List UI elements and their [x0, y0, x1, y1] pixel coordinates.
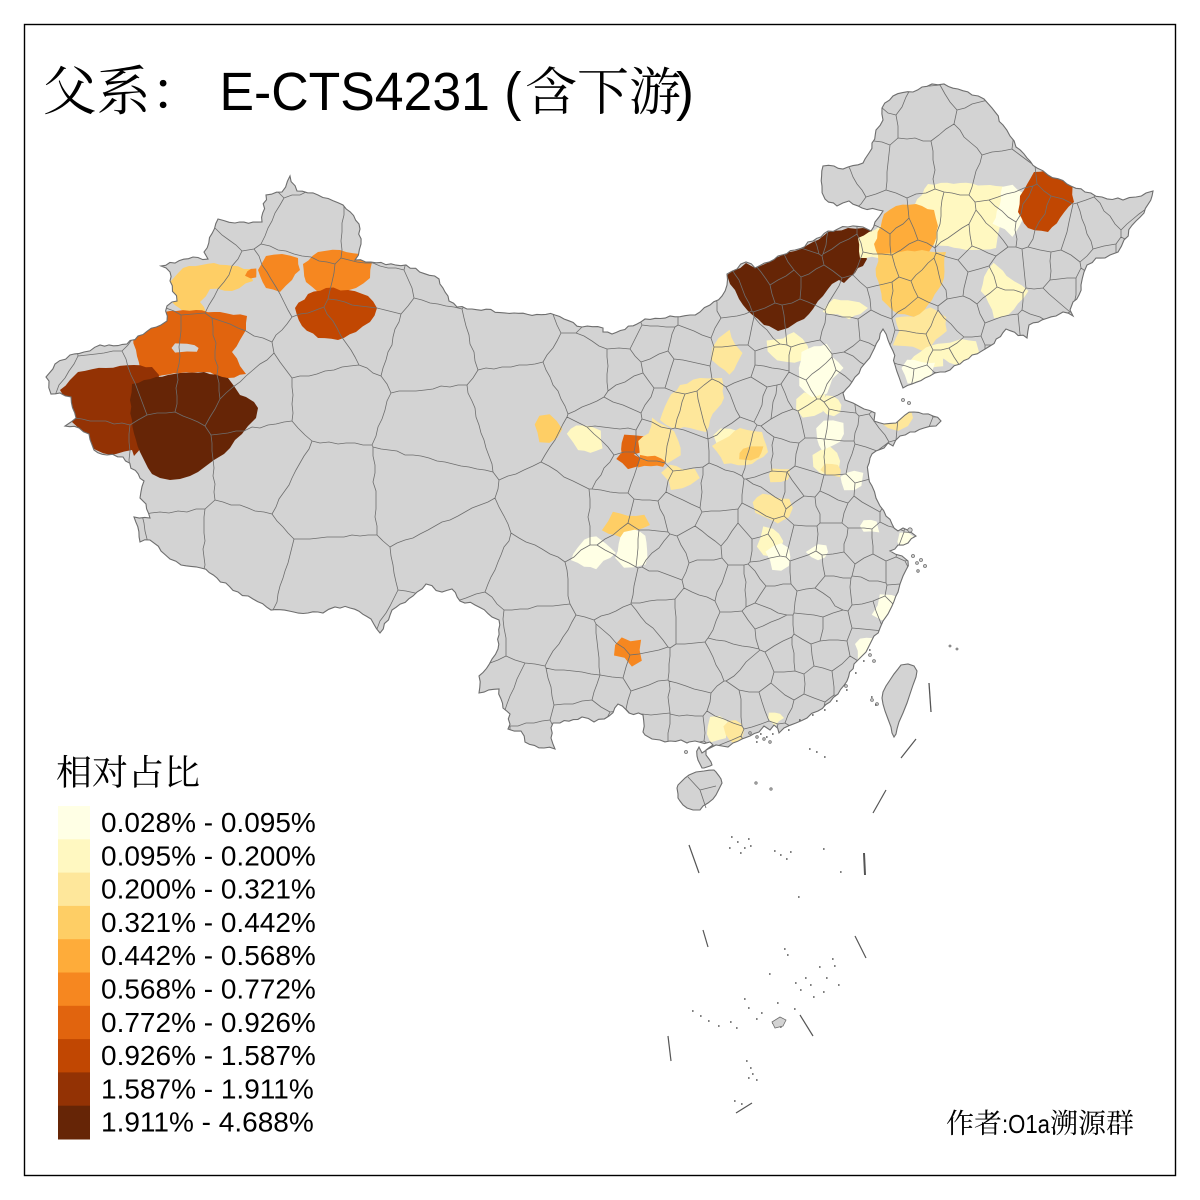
svg-text:E-CTS4231 (: E-CTS4231 ( [220, 62, 522, 122]
svg-text:0.442% - 0.568%: 0.442% - 0.568% [101, 940, 316, 971]
svg-text::O1a: :O1a [1002, 1109, 1050, 1139]
svg-text:0.926% - 1.587%: 0.926% - 1.587% [101, 1040, 316, 1071]
svg-text:0.028% - 0.095%: 0.028% - 0.095% [101, 807, 316, 838]
svg-text:1.587% - 1.911%: 1.587% - 1.911% [101, 1073, 314, 1104]
svg-text:0.095% - 0.200%: 0.095% - 0.200% [101, 840, 316, 871]
svg-text:0.321% - 0.442%: 0.321% - 0.442% [101, 907, 316, 938]
svg-text:): ) [676, 62, 694, 122]
svg-text:1.911% - 4.688%: 1.911% - 4.688% [101, 1107, 314, 1138]
svg-text:0.200% - 0.321%: 0.200% - 0.321% [101, 874, 316, 905]
svg-text:0.568% - 0.772%: 0.568% - 0.772% [101, 974, 316, 1005]
svg-text:0.772% - 0.926%: 0.772% - 0.926% [101, 1007, 316, 1038]
